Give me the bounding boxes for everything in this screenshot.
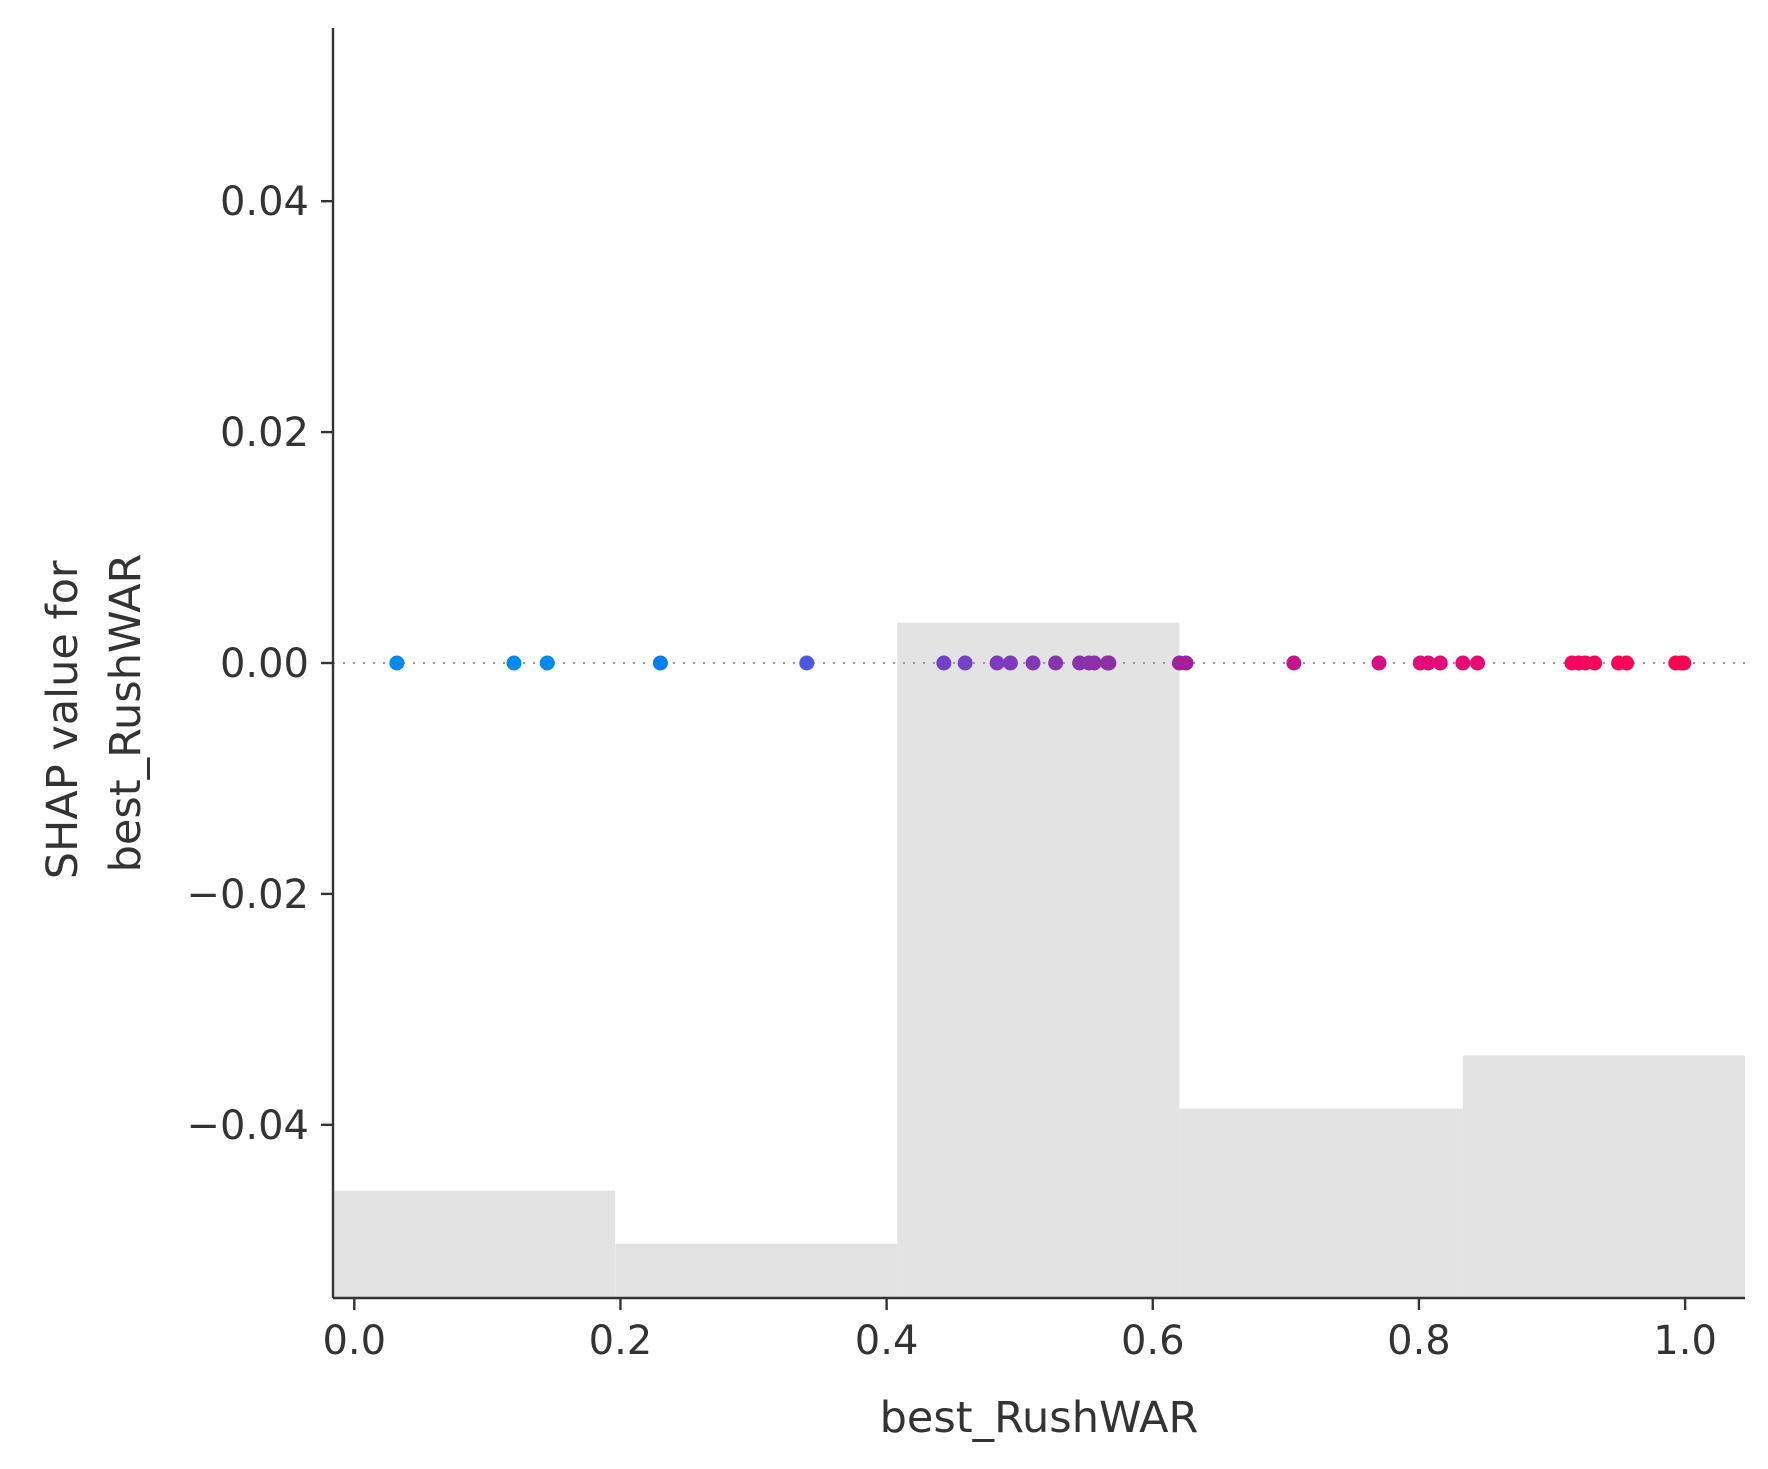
- x-tick-label-5: 0.8: [1387, 1318, 1451, 1364]
- data-point-24: [1455, 655, 1471, 671]
- data-point-10: [1025, 655, 1041, 671]
- x-ticks: 0.0 0.2 0.4 0.6 0.8 1.0: [322, 1298, 1717, 1364]
- data-point-23: [1432, 655, 1448, 671]
- y-tick-label-5: −0.04: [186, 1103, 309, 1149]
- data-point-4: [652, 655, 668, 671]
- data-point-11: [1048, 655, 1064, 671]
- points-layer: [389, 655, 1692, 671]
- y-tick-label-2: 0.02: [220, 410, 309, 456]
- data-point-31: [1619, 655, 1635, 671]
- x-tick-label-1: 0.0: [322, 1318, 386, 1364]
- x-tick-label-6: 1.0: [1653, 1318, 1717, 1364]
- y-tick-label-3: 0.00: [220, 641, 309, 687]
- y-ticks: 0.04 0.02 0.00 −0.02 −0.04: [186, 179, 333, 1149]
- x-tick-label-3: 0.4: [855, 1318, 919, 1364]
- data-point-25: [1470, 655, 1486, 671]
- histogram-bar-5: [1462, 1055, 1745, 1298]
- x-tick-label-2: 0.2: [589, 1318, 653, 1364]
- histogram-layer: [333, 622, 1745, 1298]
- histogram-bar-1: [333, 1190, 616, 1298]
- y-axis-label-line-1: SHAP value for: [38, 560, 88, 879]
- data-point-3: [539, 655, 555, 671]
- y-axis-label-line-2: best_RushWAR: [101, 554, 151, 873]
- data-point-1: [389, 655, 405, 671]
- data-point-29: [1587, 655, 1603, 671]
- x-axis-label: best_RushWAR: [880, 1393, 1199, 1443]
- data-point-18: [1178, 655, 1194, 671]
- histogram-bar-4: [1179, 1108, 1463, 1298]
- data-point-5: [799, 655, 815, 671]
- data-point-34: [1676, 655, 1692, 671]
- data-point-6: [936, 655, 952, 671]
- histogram-bar-3: [897, 622, 1180, 1298]
- data-point-22: [1420, 655, 1436, 671]
- data-point-9: [1002, 655, 1018, 671]
- histogram-bar-2: [615, 1243, 898, 1298]
- data-point-8: [989, 655, 1005, 671]
- data-point-7: [957, 655, 973, 671]
- data-point-19: [1286, 655, 1302, 671]
- y-axis-label: SHAP value for best_RushWAR: [38, 547, 151, 880]
- data-point-2: [506, 655, 522, 671]
- y-tick-label-4: −0.02: [186, 872, 309, 918]
- x-tick-label-4: 0.6: [1121, 1318, 1185, 1364]
- data-point-14: [1086, 655, 1102, 671]
- data-point-20: [1371, 655, 1387, 671]
- data-point-16: [1101, 655, 1117, 671]
- y-tick-label-1: 0.04: [220, 179, 309, 225]
